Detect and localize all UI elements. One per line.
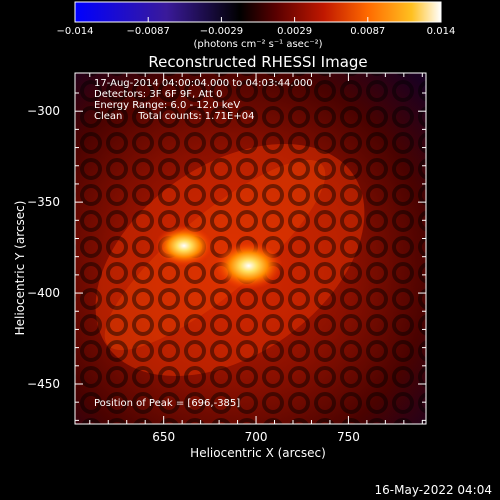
source-1 (214, 241, 283, 290)
y-tick-label: −450 (27, 376, 60, 391)
timestamp: 16-May-2022 04:04 (374, 483, 492, 497)
colorbar-tick-label: −0.0029 (199, 26, 244, 37)
info-line-energy: Energy Range: 6.0 - 12.0 keV (94, 100, 241, 111)
colorbar-tick-label: −0.0087 (126, 26, 170, 37)
peak-position-text: Position of Peak = [696,-385] (94, 398, 241, 409)
x-axis-label: Heliocentric X (arcsec) (190, 446, 326, 460)
source-2 (155, 225, 213, 267)
y-axis-label: Heliocentric Y (arcsec) (13, 200, 27, 336)
colorbar-units: (photons cm⁻² s⁻¹ asec⁻²) (193, 39, 323, 50)
colorbar-tick-label: 0.014 (426, 26, 456, 37)
info-line-counts: Clean Total counts: 1.71E+04 (94, 111, 255, 122)
rhessi-image (75, 73, 426, 424)
plot-frame (74, 72, 427, 425)
y-tick-label: −350 (27, 195, 60, 210)
colorbar-tick-label: 0.0087 (350, 26, 386, 37)
x-tick-label: 750 (336, 430, 360, 444)
colorbar-tick-label: 0.0029 (277, 26, 313, 37)
colorbar (74, 1, 442, 23)
y-tick-label: −400 (27, 286, 60, 301)
image-title: Reconstructed RHESSI Image (148, 53, 368, 71)
colorbar-ticks (74, 17, 442, 22)
x-tick-label: 650 (152, 430, 176, 444)
x-tick-label: 700 (244, 430, 268, 444)
info-line-date: 17-Aug-2014 04:00:04.000 to 04:03:44.000 (94, 78, 313, 89)
info-line-detectors: Detectors: 3F 6F 9F, Att 0 (94, 89, 223, 100)
axis-ticks (75, 73, 426, 424)
sources (155, 225, 283, 290)
colorbar-tick-label: −0.014 (56, 26, 94, 37)
y-tick-label: −300 (27, 104, 60, 119)
